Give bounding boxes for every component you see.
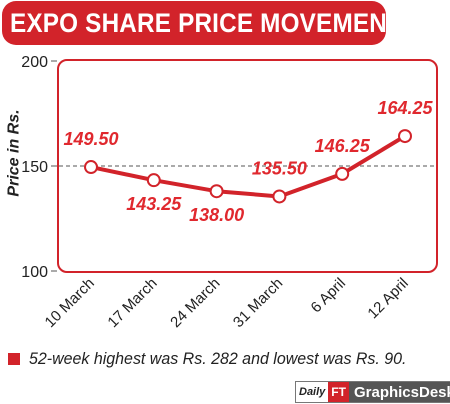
x-tick-label: 24 March — [167, 275, 223, 331]
y-tick-label: 200 — [21, 54, 48, 71]
title-banner: EXPO SHARE PRICE MOVEMENT — [2, 1, 402, 45]
data-point — [335, 166, 350, 181]
x-tick-label: 6 April — [308, 275, 350, 317]
footnote-bullet-icon — [8, 353, 20, 365]
credit-logo-primary: Daily — [296, 382, 329, 402]
data-label: 149.50 — [63, 129, 118, 149]
series-line — [89, 134, 407, 199]
data-point — [146, 173, 161, 188]
data-label: 135.50 — [252, 158, 307, 178]
data-label: 146.25 — [315, 136, 371, 156]
x-tick-label: 10 March — [42, 275, 98, 331]
chart-title: EXPO SHARE PRICE MOVEMENT — [10, 7, 403, 38]
y-tick-label: 100 — [21, 264, 48, 281]
footnote: 52-week highest was Rs. 282 and lowest w… — [8, 349, 448, 369]
data-point — [84, 160, 98, 175]
data-label: 138.00 — [189, 205, 244, 225]
x-tick-label: 17 March — [104, 275, 160, 331]
data-point — [398, 129, 412, 144]
data-label: 164.25 — [377, 98, 433, 118]
credit-logo: Daily FT GraphicsDesk — [295, 381, 450, 403]
data-label: 143.25 — [126, 194, 182, 214]
x-tick-label: 31 March — [230, 275, 286, 331]
credit-desk: GraphicsDesk — [348, 382, 450, 402]
credit-logo-secondary: FT — [328, 382, 349, 402]
y-tick-label: 150 — [21, 159, 48, 176]
x-tick-label: 12 April — [364, 275, 411, 322]
data-point — [272, 189, 287, 204]
footnote-text: 52-week highest was Rs. 282 and lowest w… — [29, 349, 407, 368]
data-point — [209, 184, 224, 199]
